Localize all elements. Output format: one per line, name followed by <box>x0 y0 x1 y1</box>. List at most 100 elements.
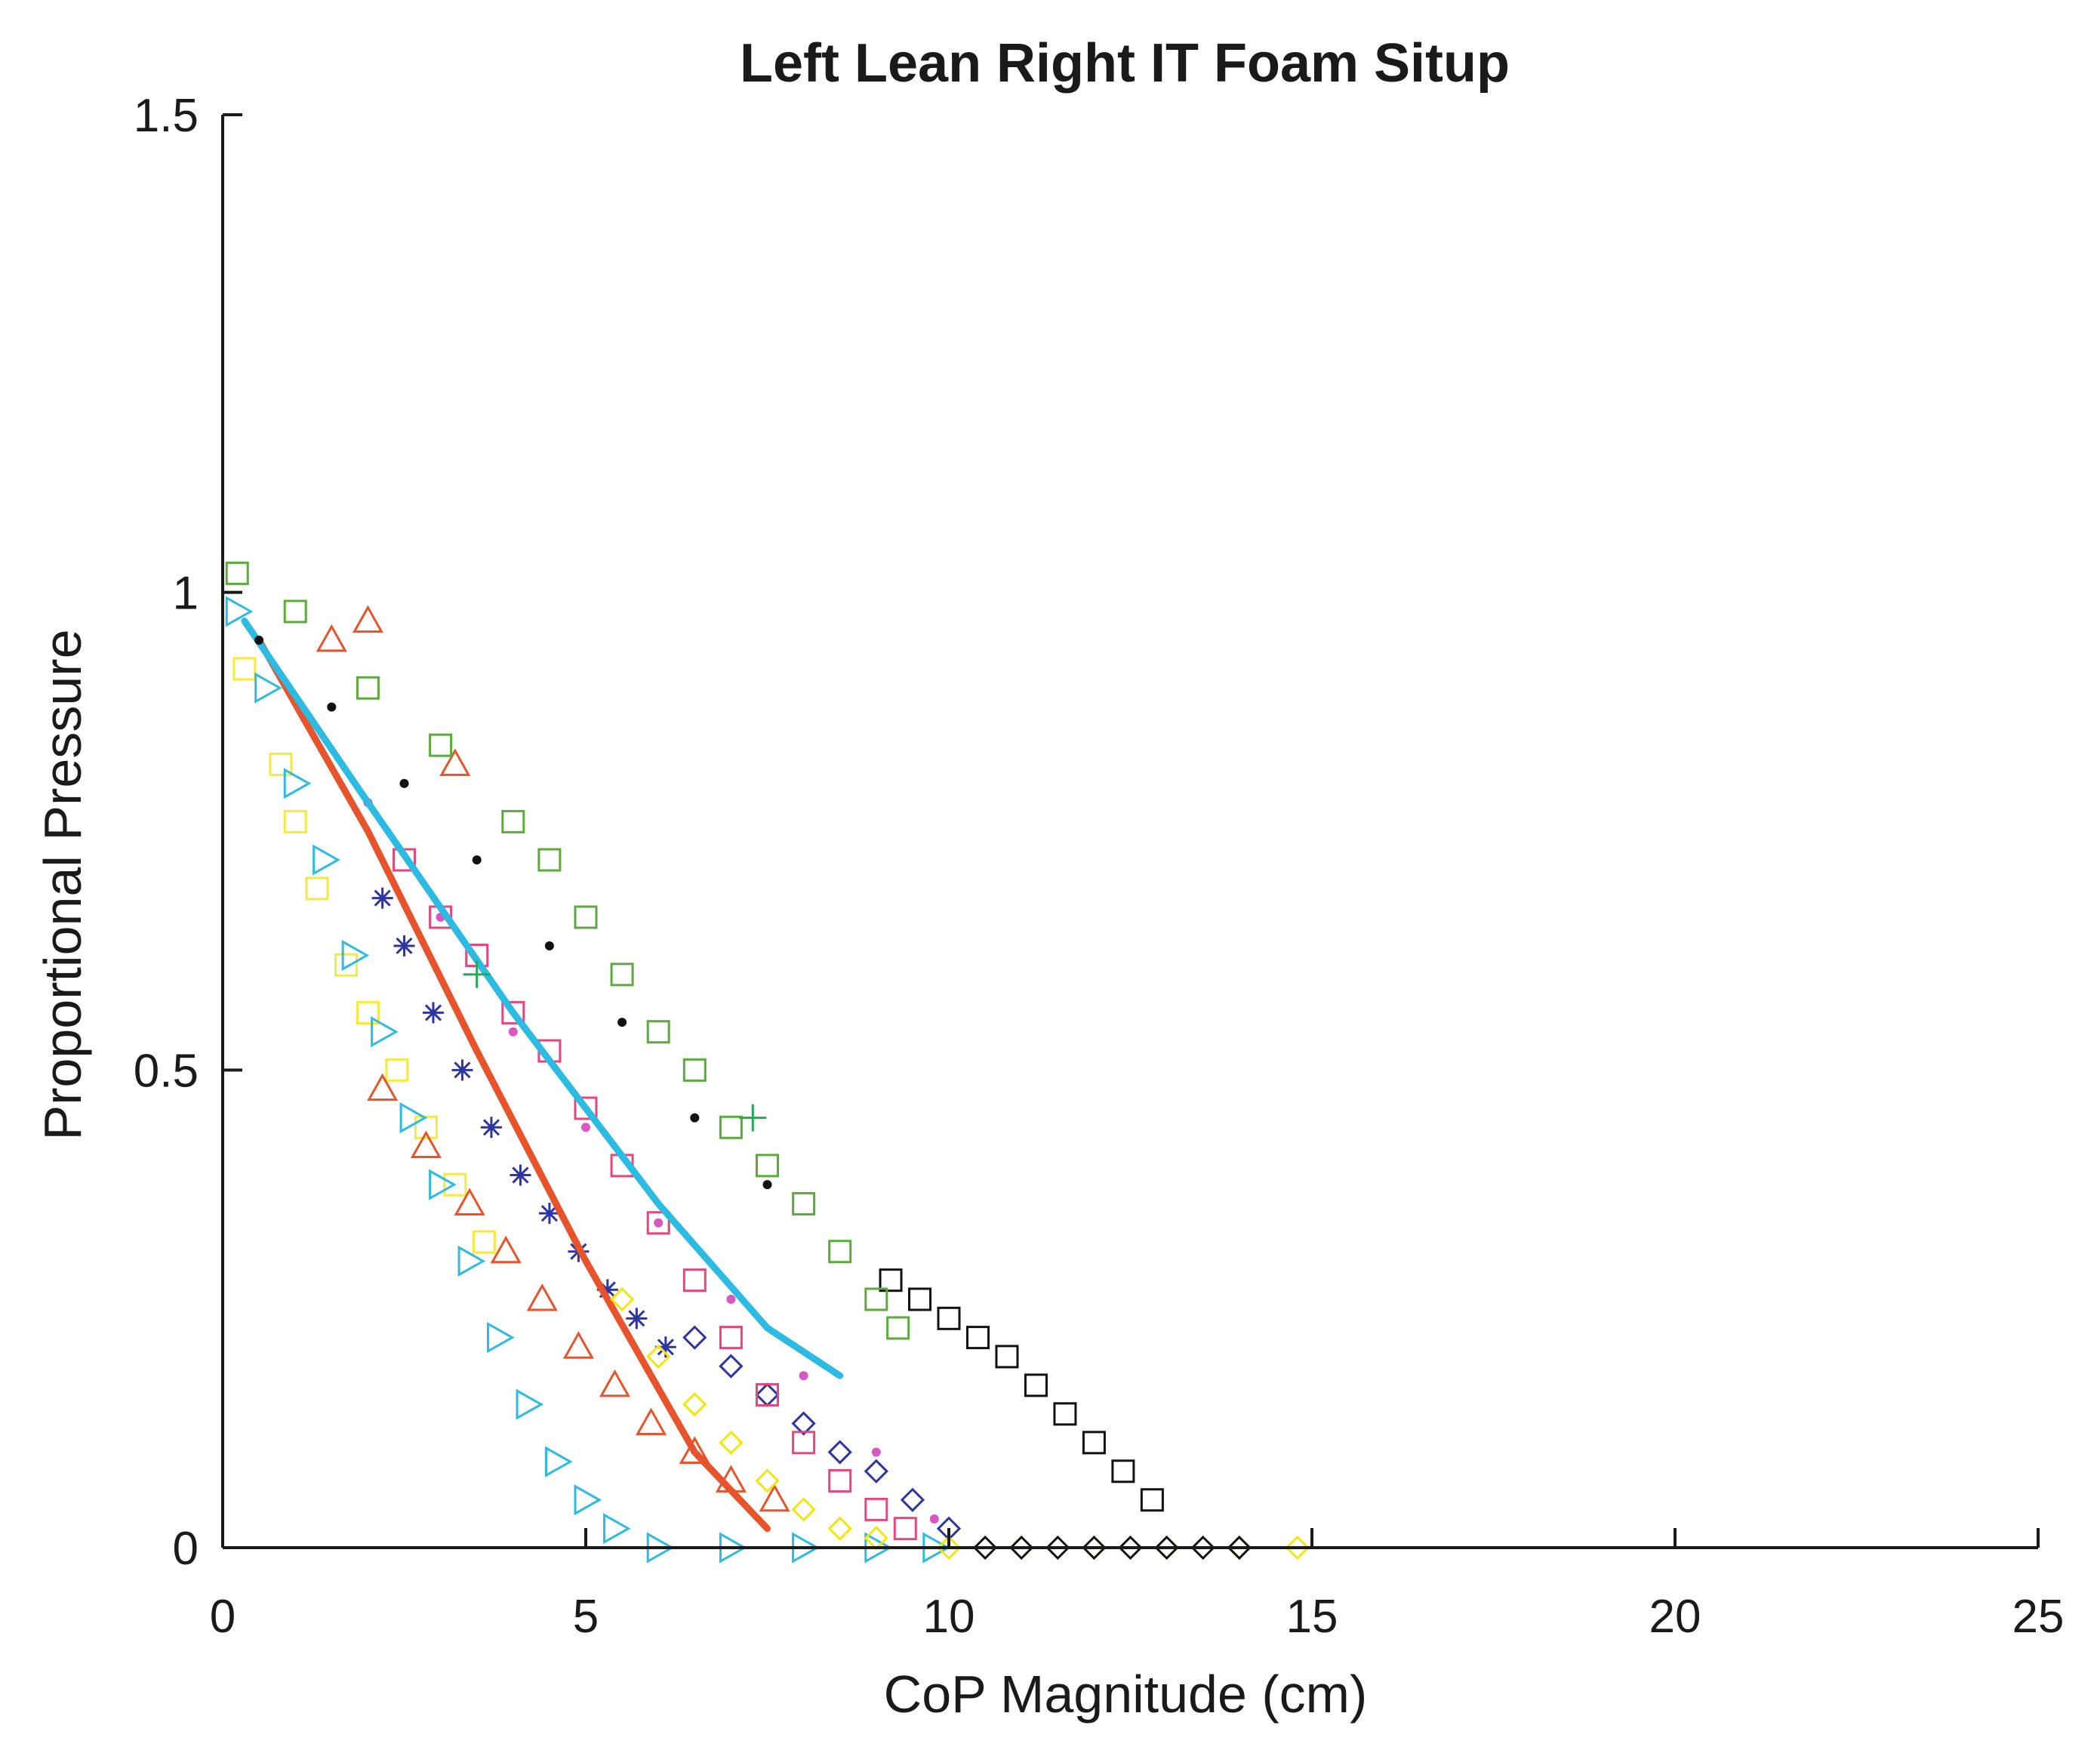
series-5 <box>255 636 771 1533</box>
series-line <box>241 618 844 1379</box>
series-9 <box>241 618 844 1379</box>
data-point <box>756 1383 779 1407</box>
data-point <box>719 1430 744 1455</box>
data-point <box>516 1388 544 1420</box>
data-point <box>690 1113 700 1123</box>
data-point <box>454 1188 485 1215</box>
data-point <box>792 1431 816 1455</box>
data-point <box>429 1169 457 1200</box>
data-point <box>1045 1535 1070 1561</box>
data-point <box>791 1411 816 1436</box>
x-tick-label: 25 <box>2012 1591 2065 1643</box>
data-point <box>929 1514 939 1524</box>
x-tick-label: 15 <box>1286 1591 1338 1643</box>
data-point <box>828 1240 852 1264</box>
data-point <box>617 1018 627 1028</box>
data-point <box>864 1526 888 1551</box>
data-point <box>965 1326 990 1350</box>
data-point <box>602 1513 631 1545</box>
data-point <box>356 1000 380 1024</box>
data-point <box>316 624 347 652</box>
data-point <box>508 1027 518 1037</box>
data-point <box>646 1211 670 1235</box>
data-point <box>636 1407 667 1436</box>
data-point <box>1082 1431 1106 1455</box>
data-point <box>283 768 312 800</box>
data-point <box>367 1073 399 1101</box>
series-2 <box>316 605 790 1512</box>
x-axis-label: CoP Magnitude (cm) <box>884 1665 1368 1724</box>
data-point <box>269 752 293 776</box>
data-point <box>719 1326 743 1350</box>
data-point <box>1190 1535 1215 1561</box>
series-12 <box>972 1535 1252 1561</box>
y-tick-label: 0 <box>173 1523 199 1575</box>
series-0 <box>232 657 496 1254</box>
data-point <box>871 1447 881 1457</box>
data-point <box>610 963 634 987</box>
data-point <box>1140 1488 1164 1512</box>
x-tick-label: 0 <box>210 1591 236 1643</box>
data-point <box>1285 1535 1310 1561</box>
y-tick-label: 1 <box>173 568 199 620</box>
data-point <box>232 657 257 681</box>
data-point <box>609 1286 635 1312</box>
data-point <box>501 809 525 833</box>
data-point <box>283 599 307 624</box>
x-tick-label: 20 <box>1649 1591 1701 1643</box>
data-point <box>646 1344 671 1369</box>
data-point <box>562 1331 594 1359</box>
data-point <box>371 1016 399 1048</box>
data-point <box>864 1459 888 1483</box>
data-point <box>457 1245 486 1277</box>
data-point <box>799 1371 808 1381</box>
data-point <box>254 635 264 645</box>
data-point <box>544 941 554 950</box>
data-point <box>828 1468 852 1493</box>
data-point <box>937 1306 961 1330</box>
data-point <box>313 844 340 876</box>
chart-title: Left Lean Right IT Foam Situp <box>740 33 1510 94</box>
data-point <box>654 1336 676 1358</box>
data-point <box>900 1487 925 1512</box>
data-point <box>283 809 307 833</box>
data-point <box>472 855 482 864</box>
data-point <box>864 1287 888 1311</box>
y-tick-label: 1.5 <box>134 90 199 142</box>
data-point <box>399 778 409 788</box>
data-point <box>490 1235 522 1264</box>
data-point <box>410 1130 442 1159</box>
data-point <box>759 1483 790 1512</box>
data-point <box>972 1535 998 1561</box>
data-point <box>422 1002 444 1024</box>
data-point <box>487 1322 515 1354</box>
data-point <box>1111 1459 1135 1483</box>
data-point <box>864 1497 888 1521</box>
data-point <box>327 702 337 712</box>
data-point <box>599 1369 631 1397</box>
data-point <box>762 1180 772 1190</box>
data-point <box>1053 1402 1077 1426</box>
data-point <box>682 1392 707 1417</box>
data-point <box>545 1446 573 1477</box>
data-marks <box>225 561 1310 1564</box>
data-point <box>1227 1535 1252 1561</box>
data-point <box>356 676 380 700</box>
data-point <box>626 1308 648 1329</box>
data-point <box>682 1325 707 1350</box>
data-point <box>827 1516 852 1541</box>
data-point <box>581 1123 590 1132</box>
data-point <box>480 1117 502 1138</box>
data-point <box>305 877 329 901</box>
series-line <box>255 636 771 1533</box>
data-point <box>827 1440 852 1465</box>
data-point <box>755 1468 780 1493</box>
data-point <box>886 1316 910 1340</box>
data-point <box>537 848 562 872</box>
data-point <box>472 1230 496 1254</box>
data-point <box>936 1535 962 1561</box>
data-point <box>646 1020 670 1044</box>
data-point <box>501 1000 525 1024</box>
series-14 <box>463 960 767 1132</box>
